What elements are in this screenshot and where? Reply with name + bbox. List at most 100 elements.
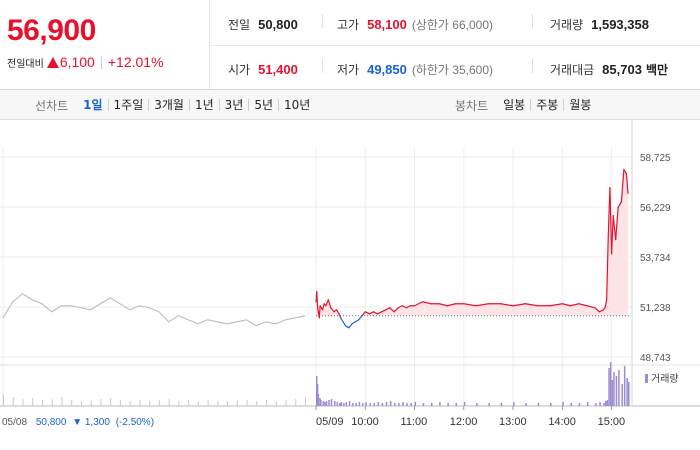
volume-bar-prev bbox=[275, 401, 277, 406]
volume-bar-today bbox=[330, 399, 333, 406]
today-series-segment bbox=[438, 303, 448, 307]
price-box: 56,900 전일대비 6,100 +12.01% bbox=[0, 0, 210, 90]
x-axis-ticks: 05/09 10:00 11:00 12:00 13:00 14:00 15:00 bbox=[315, 406, 625, 428]
stat-label: 시가 bbox=[228, 63, 251, 77]
today-series-segment bbox=[623, 168, 627, 175]
volume-bar-prev bbox=[266, 400, 268, 406]
today-series-segment bbox=[446, 303, 457, 307]
volume-bar-today bbox=[570, 403, 573, 406]
divider bbox=[532, 14, 533, 28]
volume-bar-today bbox=[398, 403, 400, 406]
today-series-segment bbox=[358, 315, 363, 321]
today-series-segment bbox=[561, 303, 572, 307]
candle-chart-title: 봉차트 bbox=[455, 98, 489, 113]
today-series-segment bbox=[321, 303, 325, 311]
stat-high: 고가 58,100 (상한가 66,000) bbox=[337, 16, 493, 33]
current-price: 56,900 bbox=[7, 14, 96, 47]
today-series-segment bbox=[405, 305, 412, 309]
today-series-segment bbox=[612, 215, 617, 241]
today-series-segment bbox=[610, 215, 614, 255]
volume-bar-today bbox=[328, 400, 330, 406]
today-series-segment bbox=[342, 321, 347, 327]
change-label: 전일대비 bbox=[7, 58, 44, 70]
tab-monthly-candle[interactable]: 월봉 bbox=[569, 98, 592, 112]
volume-bar-today bbox=[537, 403, 540, 406]
x-tick-label: 14:00 bbox=[548, 416, 576, 428]
prev-day-series-line bbox=[2, 293, 306, 327]
tab-1year[interactable]: 1년 bbox=[190, 99, 220, 111]
stat-prev-close: 전일 50,800 bbox=[228, 16, 298, 33]
volume-bar-today bbox=[578, 403, 581, 406]
volume-bar-prev bbox=[158, 400, 160, 406]
x-tick-label: 11:00 bbox=[401, 416, 428, 428]
volume-bar-prev bbox=[305, 397, 306, 406]
tab-10year[interactable]: 10년 bbox=[284, 98, 311, 112]
volume-bar-prev bbox=[12, 397, 14, 406]
today-series-segment bbox=[615, 206, 619, 241]
today-series-segment bbox=[609, 186, 613, 255]
volume-bar-today bbox=[628, 382, 630, 406]
stat-unit: 백만 bbox=[645, 63, 669, 77]
volume-bar-today bbox=[389, 401, 392, 406]
volume-bar-today bbox=[455, 403, 458, 406]
tab-1day[interactable]: 1일 bbox=[78, 99, 109, 111]
tab-3year[interactable]: 3년 bbox=[220, 99, 250, 111]
prev-day-layer bbox=[2, 293, 306, 327]
volume-bar-today bbox=[377, 402, 380, 406]
divider bbox=[322, 59, 323, 73]
volume-bar-today bbox=[430, 403, 433, 406]
today-series-segment bbox=[475, 303, 490, 307]
today-series-segment bbox=[586, 305, 596, 309]
volume-bar-today bbox=[609, 362, 612, 406]
prev-day-footnote: 05/08 50,800 ▼ 1,300 (-2.50%) bbox=[2, 417, 154, 428]
stats-panel: 전일 50,800 고가 58,100 (상한가 66,000) 거래량 1,5… bbox=[210, 0, 700, 90]
stat-label: 전일 bbox=[228, 18, 251, 32]
volume-bar-today bbox=[373, 403, 375, 406]
stat-label: 거래대금 bbox=[550, 63, 595, 77]
today-series-segment bbox=[598, 309, 604, 313]
volume-bar-prev bbox=[110, 398, 112, 406]
stat-label: 고가 bbox=[337, 18, 360, 32]
volume-bar-today bbox=[586, 402, 589, 406]
volume-bar-today bbox=[410, 403, 412, 406]
tab-weekly-candle[interactable]: 주봉 bbox=[531, 99, 565, 111]
volume-bar-today bbox=[513, 402, 515, 406]
tab-3month[interactable]: 3개월 bbox=[149, 99, 190, 111]
today-series-segment bbox=[316, 291, 319, 309]
today-series-segment bbox=[338, 313, 342, 319]
volume-bar-today bbox=[317, 394, 320, 406]
today-series-segment bbox=[604, 299, 608, 309]
y-tick-label: 48,743 bbox=[640, 353, 671, 364]
stat-volume: 거래량 1,593,358 bbox=[550, 16, 649, 33]
today-series-segment bbox=[413, 301, 424, 307]
volume-bar-prev bbox=[236, 400, 238, 406]
volume-bar-today bbox=[422, 403, 425, 406]
today-series-segment bbox=[401, 305, 407, 309]
divider bbox=[532, 59, 533, 73]
tab-5year[interactable]: 5년 bbox=[249, 99, 280, 111]
today-series-segment bbox=[569, 303, 580, 307]
volume-bar-prev bbox=[217, 401, 219, 406]
volume-legend-swatch bbox=[645, 374, 648, 383]
volume-bar-prev bbox=[100, 399, 102, 406]
volume-bar-today bbox=[402, 402, 404, 406]
quote-summary: 56,900 전일대비 6,100 +12.01% 전일 50,800 고가 5… bbox=[0, 0, 700, 90]
prev-day-date: 05/08 bbox=[2, 417, 27, 428]
volume-bar-prev bbox=[256, 401, 258, 406]
volume-bar-prev bbox=[3, 394, 4, 406]
today-series-segment bbox=[422, 301, 432, 305]
today-series-segment bbox=[620, 168, 625, 203]
volume-bar-today bbox=[550, 403, 552, 406]
volume-bar-today bbox=[345, 402, 348, 406]
volume-bar-today bbox=[525, 403, 527, 406]
volume-bar-today bbox=[463, 402, 466, 406]
tab-daily-candle[interactable]: 일봉 bbox=[498, 99, 532, 111]
x-tick-label: 10:00 bbox=[351, 416, 379, 428]
change-percent: +12.01% bbox=[107, 54, 164, 70]
today-series-segment bbox=[318, 305, 321, 319]
prev-day-change-pct: (-2.50%) bbox=[116, 417, 154, 428]
volume-bar-today bbox=[348, 401, 351, 406]
volume-bar-today bbox=[322, 401, 325, 406]
tab-1week[interactable]: 1주일 bbox=[109, 99, 150, 111]
volume-bar-today bbox=[325, 401, 328, 406]
